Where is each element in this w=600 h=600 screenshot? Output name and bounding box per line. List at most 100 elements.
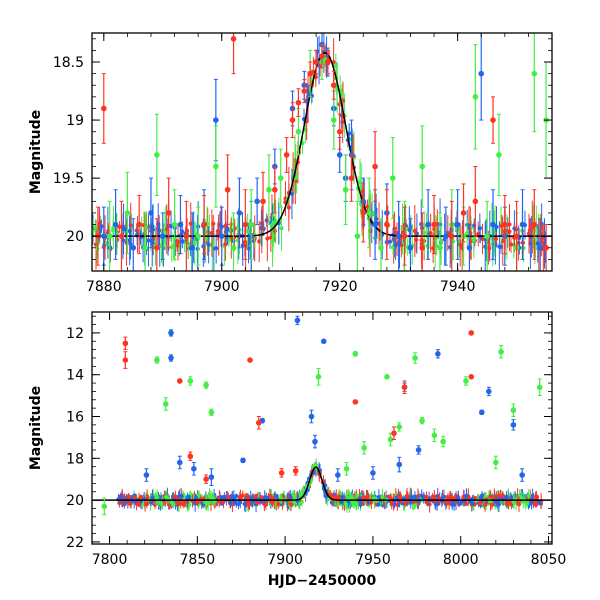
- data-point: [343, 465, 350, 472]
- data-point: [537, 244, 544, 251]
- baseline-point: [242, 501, 247, 507]
- data-point: [283, 152, 290, 158]
- data-point: [203, 382, 209, 388]
- model-curve: [92, 466, 552, 501]
- data-point: [101, 503, 108, 510]
- baseline-point: [223, 242, 228, 247]
- data-point: [336, 128, 343, 135]
- baseline-point: [161, 239, 166, 244]
- y-tick-label: 18.5: [53, 55, 84, 71]
- data-point: [118, 233, 125, 239]
- bottom-panel-ylabel: Magnitude: [28, 386, 44, 470]
- data-point: [396, 461, 403, 468]
- data-point: [122, 357, 129, 363]
- baseline-point: [357, 495, 363, 501]
- baseline-point: [516, 502, 522, 507]
- baseline-point: [228, 500, 233, 505]
- data-point: [391, 430, 397, 437]
- baseline-point: [424, 495, 429, 500]
- model-curve: [92, 52, 552, 237]
- data-point: [407, 244, 414, 251]
- baseline-point: [134, 228, 139, 233]
- data-point: [330, 82, 337, 89]
- data-point: [395, 233, 402, 239]
- bottom-panel-data: [92, 315, 552, 516]
- data-point: [266, 186, 272, 193]
- data-point: [325, 59, 331, 65]
- data-point: [313, 59, 319, 65]
- baseline-point: [497, 244, 502, 249]
- data-point: [543, 244, 549, 251]
- baseline-point: [225, 494, 230, 499]
- data-point: [203, 476, 209, 483]
- data-point: [187, 378, 194, 384]
- data-point: [165, 210, 172, 216]
- data-point: [519, 472, 525, 478]
- data-point: [384, 373, 390, 380]
- baseline-point: [333, 63, 338, 69]
- baseline-point: [376, 502, 381, 507]
- baseline-point: [276, 501, 281, 507]
- baseline-point: [471, 238, 476, 243]
- data-point: [154, 152, 160, 158]
- data-point: [378, 244, 384, 251]
- y-tick-label: 20: [66, 229, 84, 245]
- baseline-point: [399, 243, 404, 248]
- data-point: [502, 221, 508, 228]
- data-point: [154, 357, 160, 363]
- data-point: [468, 373, 475, 380]
- baseline-point: [339, 92, 345, 97]
- x-tick-label: 7800: [92, 552, 128, 568]
- baseline-point: [512, 500, 517, 505]
- data-point: [412, 355, 418, 361]
- x-tick-label: 7900: [204, 279, 240, 295]
- data-point: [218, 233, 225, 239]
- data-point: [136, 221, 142, 228]
- baseline-point: [358, 502, 363, 507]
- baseline-point: [205, 229, 210, 235]
- data-point: [278, 470, 285, 476]
- baseline-point: [266, 496, 271, 501]
- data-point: [187, 453, 194, 460]
- baseline-point: [389, 501, 394, 506]
- baseline-point: [211, 221, 216, 226]
- data-point: [389, 175, 396, 181]
- data-point: [352, 399, 359, 405]
- baseline-point: [364, 496, 369, 501]
- data-point: [195, 233, 201, 239]
- baseline-point: [422, 230, 427, 235]
- x-tick-label: 8050: [531, 552, 567, 568]
- data-point: [77, 152, 83, 158]
- baseline-point: [225, 227, 230, 232]
- baseline-point: [215, 229, 220, 234]
- baseline-point: [150, 495, 155, 500]
- data-point: [468, 330, 475, 336]
- baseline-point: [412, 495, 418, 500]
- baseline-point: [456, 495, 461, 501]
- baseline-point: [478, 495, 483, 500]
- data-point: [124, 210, 131, 216]
- top-panel-frame: [91, 32, 553, 272]
- baseline-point: [500, 493, 505, 499]
- y-tick-label: 20: [66, 493, 84, 509]
- data-point: [315, 373, 322, 380]
- baseline-point: [186, 243, 191, 248]
- data-point: [415, 447, 422, 453]
- data-point: [260, 198, 266, 205]
- baseline-point: [180, 239, 185, 244]
- baseline-point: [262, 496, 268, 501]
- data-point: [401, 233, 408, 239]
- baseline-point: [525, 501, 530, 506]
- data-point: [443, 233, 449, 239]
- data-point: [100, 105, 107, 112]
- data-point: [292, 468, 299, 474]
- data-point: [536, 384, 543, 391]
- baseline-point: [533, 502, 539, 507]
- baseline-point: [493, 236, 499, 242]
- baseline-point: [494, 499, 500, 505]
- y-tick-label: 14: [66, 368, 84, 384]
- baseline-point: [470, 501, 475, 506]
- data-point: [484, 233, 490, 239]
- baseline-point: [262, 501, 267, 507]
- baseline-point: [138, 495, 144, 500]
